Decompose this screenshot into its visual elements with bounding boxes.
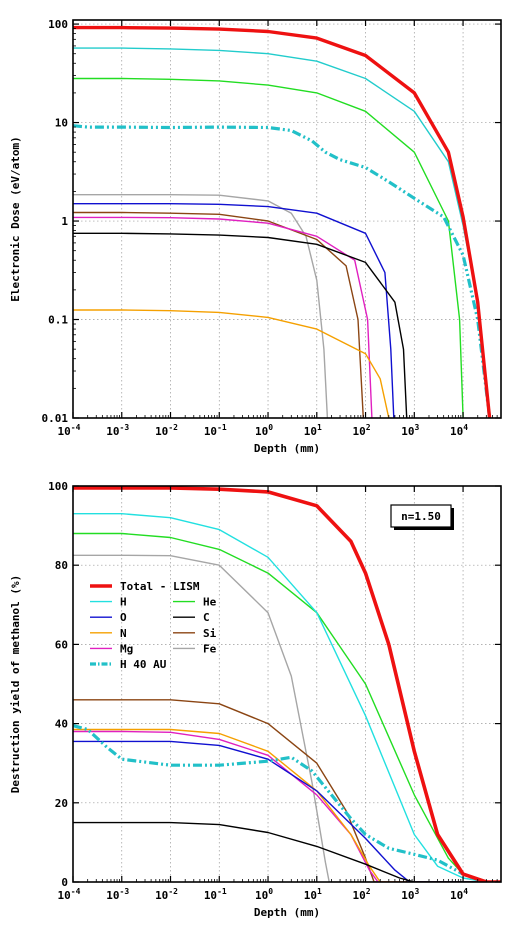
x-tick-label: 10-4: [58, 887, 81, 902]
x-tick-label: 10-1: [204, 423, 227, 438]
series-line-si: [73, 211, 364, 418]
x-tick-label: 103: [401, 423, 419, 438]
legend-label-fe: Fe: [203, 642, 217, 655]
x-tick-label: 100: [255, 423, 273, 438]
series-line-si: [73, 699, 501, 882]
plot-frame: [72, 19, 502, 419]
y-axis-label: Destruction yield of methanol (%): [9, 575, 22, 794]
x-tick-label: 10-2: [155, 423, 178, 438]
series-line-o: [73, 203, 395, 418]
x-tick-label: 102: [353, 423, 371, 438]
annotation-box: n=1.50: [390, 504, 454, 530]
series-line-total: [73, 486, 501, 882]
x-tick-label: 10-1: [204, 887, 227, 902]
series-line-total: [73, 25, 492, 418]
x-tick-label: 101: [304, 423, 322, 438]
x-tick-label: 10-4: [58, 423, 81, 438]
series-line-mg: [73, 216, 373, 418]
y-tick-label: 40: [55, 718, 68, 731]
y-tick-label: 20: [55, 797, 68, 810]
legend-label-si: Si: [203, 627, 217, 640]
y-tick-label: 0.1: [48, 314, 68, 327]
x-tick-label: 10-3: [106, 423, 129, 438]
legend-label-c: C: [203, 611, 210, 624]
series-line-o: [73, 740, 501, 882]
y-tick-label: 1: [61, 215, 68, 228]
series-line-mg: [73, 730, 501, 882]
legend-label-mg: Mg: [120, 642, 133, 655]
series-line-n: [73, 309, 390, 418]
y-tick-label: 80: [55, 559, 68, 572]
y-tick-label: 100: [48, 480, 68, 493]
y-axis-label: Electronic Dose (eV/atom): [9, 136, 22, 302]
plot-frame: [72, 485, 502, 883]
x-axis-label: Depth (mm): [254, 906, 320, 919]
x-tick-label: 100: [255, 887, 273, 902]
series-line-fe: [73, 554, 501, 882]
legend: Total - LISM H He O C N Si Mg Fe H 40 AU: [90, 580, 217, 671]
x-tick-label: 102: [353, 887, 371, 902]
x-tick-label: 104: [450, 887, 468, 902]
y-tick-label: 10: [55, 117, 68, 130]
panel-destruction-yield: 10-4 10-3 10-2 10-1 100 101 102 103 104 0 20 40 60 80…: [9, 480, 502, 919]
legend-label-he: He: [203, 596, 217, 609]
series-line-he: [73, 77, 464, 418]
x-tick-label: 10-3: [106, 887, 129, 902]
legend-label-n: N: [120, 627, 127, 640]
series-line-fe: [73, 194, 329, 418]
series-line-h40: [73, 124, 492, 418]
x-tick-label: 10-2: [155, 887, 178, 902]
y-tick-label: 60: [55, 638, 68, 651]
panel-electronic-dose: 10-4 10-3 10-2 10-1 100 101 102 103 104 0.01 0.1 1 1…: [9, 18, 502, 455]
x-tick-label: 101: [304, 887, 322, 902]
legend-label-total: Total - LISM: [120, 580, 200, 593]
x-axis-label: Depth (mm): [254, 442, 320, 455]
y-tick-label: 0: [61, 876, 68, 889]
y-tick-label: 0.01: [42, 412, 69, 425]
x-tick-label: 104: [450, 423, 468, 438]
y-tick-label: 100: [48, 18, 68, 31]
series-line-h40: [73, 724, 501, 882]
annotation-text: n=1.50: [401, 510, 441, 523]
series-line-n: [73, 728, 501, 882]
legend-label-h40: H 40 AU: [120, 658, 167, 671]
series-line-h: [73, 513, 501, 882]
legend-label-o: O: [120, 611, 127, 624]
x-tick-label: 103: [401, 887, 419, 902]
series-line-c: [73, 232, 408, 418]
legend-label-h: H: [120, 596, 127, 609]
